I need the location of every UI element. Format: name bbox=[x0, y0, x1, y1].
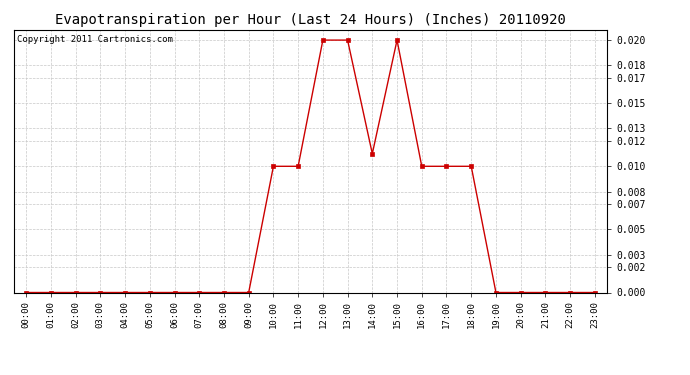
Title: Evapotranspiration per Hour (Last 24 Hours) (Inches) 20110920: Evapotranspiration per Hour (Last 24 Hou… bbox=[55, 13, 566, 27]
Text: Copyright 2011 Cartronics.com: Copyright 2011 Cartronics.com bbox=[17, 35, 172, 44]
